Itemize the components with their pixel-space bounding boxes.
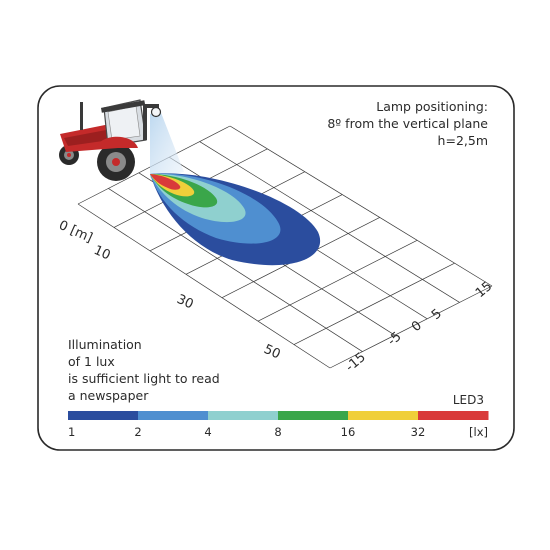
note-line4: a newspaper <box>68 388 149 403</box>
distance-tick-30: 30 <box>174 292 195 312</box>
lamp-info-line3: h=2,5m <box>437 133 488 148</box>
model-label: LED3 <box>452 393 484 407</box>
scale-segment <box>278 411 349 420</box>
lamp-icon <box>150 106 162 118</box>
illumination-note: Illumination of 1 lux is sufficient ligh… <box>68 336 220 404</box>
grid-line-lateral <box>329 285 493 369</box>
scale-segment <box>418 411 489 420</box>
scale-tick-label: 16 <box>341 425 356 439</box>
tractor-illustration <box>59 99 162 181</box>
scale-tick-label: 4 <box>204 425 211 439</box>
grid-line-distance <box>229 125 493 287</box>
isolux-zones <box>150 173 321 266</box>
scale-unit-label: [lx] <box>469 425 488 439</box>
grid-line-distance <box>199 141 460 303</box>
grid-line-distance <box>77 203 331 369</box>
grid-line-lateral <box>293 262 455 345</box>
scale-tick-label: 8 <box>274 425 281 439</box>
scale-segment <box>208 411 279 420</box>
scale-segment <box>138 411 209 420</box>
scale-segment <box>68 411 139 420</box>
illuminance-scale: 1 2 4 8 16 32 [lx] <box>68 411 489 439</box>
lamp-positioning-info: Lamp positioning: 8º from the vertical p… <box>327 98 488 149</box>
note-line3: is sufficient light to read <box>68 371 220 386</box>
scale-segment <box>348 411 419 420</box>
note-line1: Illumination <box>68 337 142 352</box>
note-line2: of 1 lux <box>68 354 115 369</box>
scale-tick-label: 2 <box>134 425 141 439</box>
lamp-info-line1: Lamp positioning: <box>376 99 488 114</box>
grid-line-distance <box>108 188 363 352</box>
zone-32-lux <box>150 174 181 190</box>
lamp-info-line2: 8º from the vertical plane <box>327 116 488 131</box>
distance-tick-50: 50 <box>261 342 282 362</box>
scale-tick-label: 1 <box>68 425 75 439</box>
grid-line-lateral <box>257 239 418 322</box>
distance-tick-10: 10 <box>91 243 112 263</box>
light-beam <box>150 110 184 178</box>
scale-tick-label: 32 <box>411 425 426 439</box>
